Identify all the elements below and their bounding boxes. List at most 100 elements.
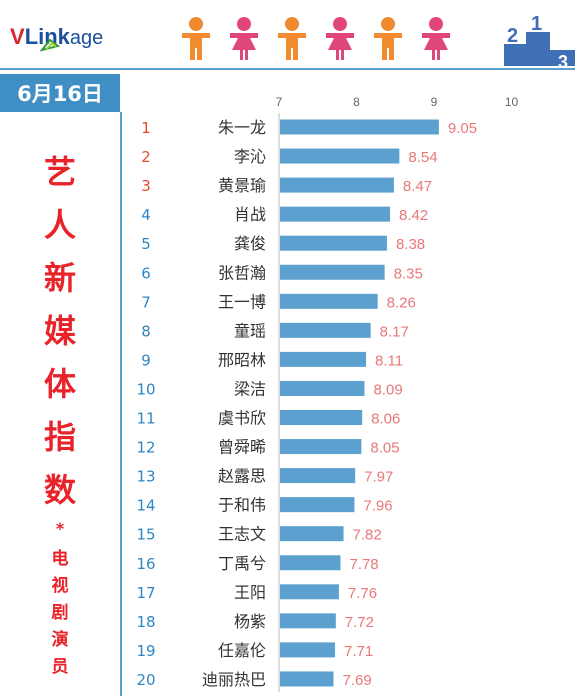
bar [280, 671, 334, 687]
subtitle-char: 视 [51, 576, 69, 596]
value-label: 8.11 [375, 352, 403, 369]
rank-number: 5 [141, 235, 151, 253]
title-char: 人 [43, 206, 76, 244]
header-divider [0, 68, 575, 70]
bar [280, 468, 356, 484]
title-char: 指 [43, 418, 76, 456]
actor-name: 曾舜晞 [218, 438, 266, 457]
male-person-icon [374, 17, 402, 60]
title-char: 新 [43, 259, 76, 297]
date-label: 6月16日 [0, 74, 120, 112]
actor-name: 于和伟 [218, 496, 266, 515]
bar [280, 380, 365, 396]
rank-number: 11 [136, 410, 155, 428]
rank-number: 9 [141, 351, 151, 369]
value-label: 7.69 [342, 672, 371, 689]
value-label: 7.72 [345, 614, 374, 631]
logo-v: V [10, 24, 25, 49]
value-label: 8.09 [373, 381, 402, 398]
rank-number: 7 [141, 293, 151, 311]
actor-name: 黄景瑜 [218, 176, 266, 195]
actor-name: 王一博 [218, 292, 266, 311]
value-label: 9.05 [448, 120, 477, 137]
subtitle-char: 电 [51, 549, 69, 569]
actor-name: 朱一龙 [218, 118, 266, 137]
rank-number: 19 [136, 642, 155, 660]
value-label: 8.38 [396, 236, 425, 253]
actor-name: 虞书欣 [218, 409, 266, 428]
value-label: 8.35 [394, 265, 423, 282]
rank-number: 15 [136, 526, 155, 544]
bar [280, 235, 387, 251]
vertical-title: 艺 人 新 媒 体 指 数 [0, 146, 120, 517]
actor-name: 王志文 [218, 525, 266, 544]
rank-number: 17 [136, 584, 155, 602]
female-person-icon [422, 17, 450, 60]
podium-digit-2: 2 [507, 25, 518, 47]
rank-number: 2 [141, 148, 151, 166]
actor-name: 王阳 [234, 583, 266, 602]
title-char: 媒 [43, 312, 76, 350]
actor-name: 童瑶 [234, 321, 266, 340]
bar [280, 119, 439, 135]
value-label: 7.78 [349, 556, 378, 573]
value-label: 8.06 [371, 411, 400, 428]
actor-name: 张哲瀚 [218, 263, 266, 282]
male-person-icon [182, 17, 210, 60]
bar [280, 613, 336, 629]
actor-name: 丁禹兮 [218, 554, 266, 573]
bar [280, 293, 378, 309]
value-label: 8.17 [380, 323, 409, 340]
actor-name: 肖战 [234, 205, 266, 224]
rank-number: 12 [136, 439, 155, 457]
vlinkage-logo: VLinkage [10, 24, 103, 60]
rank-number: 16 [136, 555, 155, 573]
title-char: 体 [43, 365, 76, 403]
rank-number: 18 [136, 613, 155, 631]
value-label: 7.82 [353, 527, 382, 544]
value-label: 8.05 [370, 440, 399, 457]
rank-number: 6 [141, 264, 151, 282]
value-label: 7.71 [344, 643, 373, 660]
value-label: 8.54 [408, 149, 437, 166]
bar [280, 177, 394, 193]
female-person-icon [326, 17, 354, 60]
bar [280, 555, 341, 571]
actor-name: 杨紫 [234, 612, 266, 631]
bar [280, 322, 371, 338]
actor-name: 邢昭林 [218, 350, 266, 369]
left-panel [0, 112, 122, 696]
logo-mark-icon [40, 38, 60, 52]
value-label: 8.26 [387, 294, 416, 311]
bar [280, 439, 362, 455]
actor-name: 梁洁 [234, 379, 266, 398]
rank-number: 20 [136, 671, 155, 689]
podium-digit-3: 3 [558, 52, 568, 68]
logo-age: age [69, 27, 104, 49]
male-person-icon [278, 17, 306, 60]
subtitle-char: 演 [51, 630, 69, 650]
subtitle-char: 剧 [51, 603, 69, 623]
rank-number: 8 [141, 322, 151, 340]
actor-name: 迪丽热巴 [202, 670, 266, 689]
x-tick-label: 9 [431, 95, 438, 109]
value-label: 7.97 [364, 469, 393, 486]
rank-number: 10 [136, 380, 155, 398]
value-label: 7.96 [363, 498, 392, 515]
podium-digit-1: 1 [531, 13, 542, 35]
x-tick-label: 7 [276, 95, 283, 109]
vertical-subtitle: 电 视 剧 演 员 [0, 546, 120, 681]
bar [280, 410, 363, 425]
x-tick-label: 8 [353, 95, 360, 109]
value-label: 7.76 [348, 585, 377, 602]
bar [280, 497, 355, 513]
subtitle-char: 员 [51, 657, 69, 677]
actor-name: 龚俊 [234, 234, 266, 253]
rank-number: 1 [141, 119, 151, 137]
title-star: * [55, 519, 65, 538]
rank-number: 4 [141, 206, 151, 224]
bar [280, 642, 336, 658]
title-char: 艺 [43, 153, 76, 191]
people-icons [182, 17, 450, 60]
